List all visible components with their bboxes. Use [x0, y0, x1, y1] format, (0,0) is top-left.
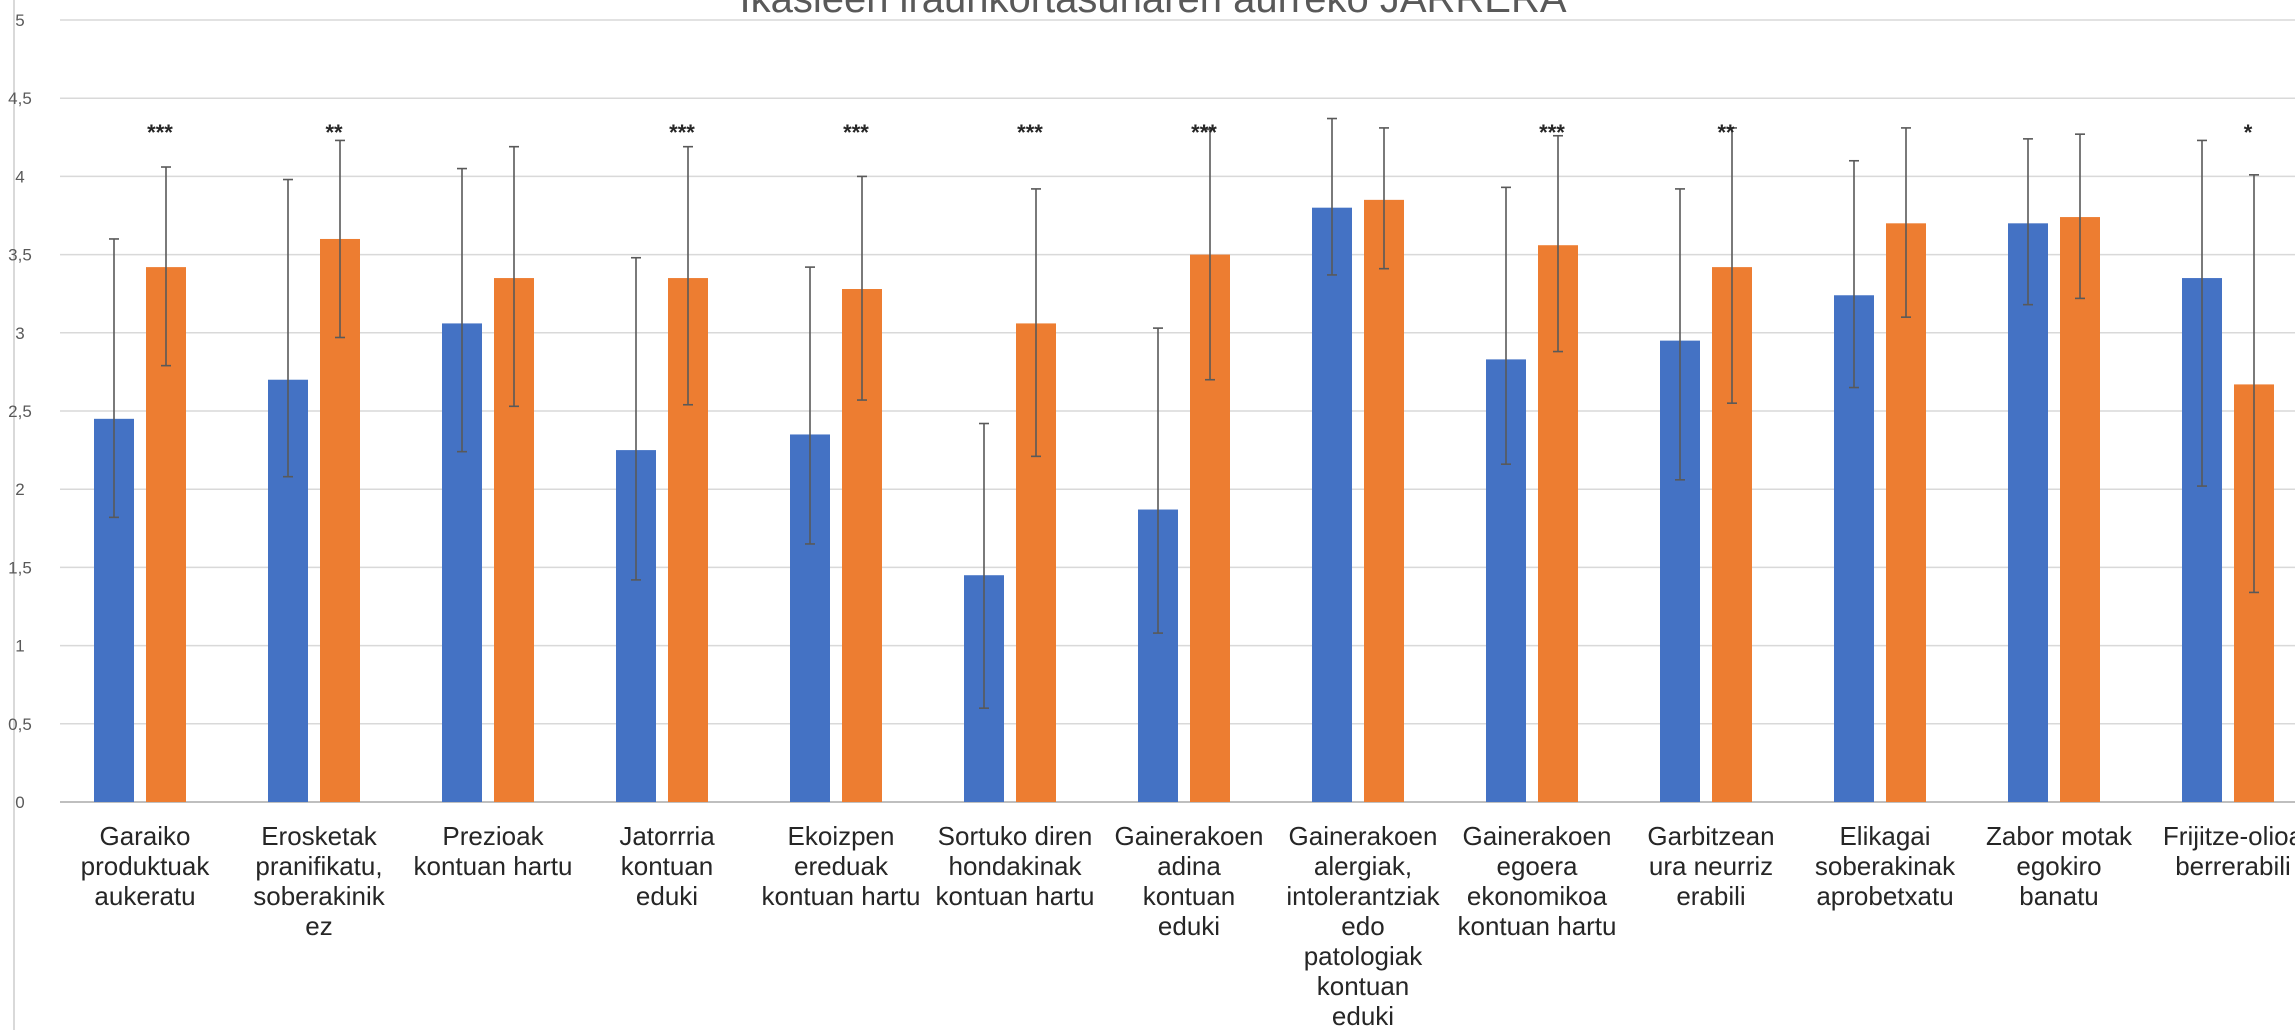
- significance-marker: **: [325, 120, 343, 145]
- x-tick-label-line: Prezioak: [442, 821, 544, 851]
- x-tick-label-line: Gainerakoen: [1115, 821, 1264, 851]
- significance-marker: ***: [1017, 120, 1043, 145]
- y-tick-label: 1,5: [8, 558, 32, 577]
- significance-marker: ***: [147, 120, 173, 145]
- x-tick-label-line: kontuan hartu: [1457, 911, 1616, 941]
- x-tick-label-line: Jatorrria: [619, 821, 715, 851]
- x-tick-label-line: kontuan: [621, 851, 714, 881]
- x-tick-label: Elikagai soberakinak aprobetxatu: [1815, 821, 1956, 911]
- x-tick-label-line: kontuan: [1317, 971, 1410, 1001]
- x-tick-label: Sortuko diren hondakinak kontuan hartu: [935, 821, 1094, 911]
- x-tick-label-line: alergiak,: [1314, 851, 1412, 881]
- significance-marker: ***: [1191, 120, 1217, 145]
- x-tick-label-line: eduki: [1332, 1001, 1394, 1030]
- x-tick-label-line: ura neurriz: [1649, 851, 1773, 881]
- y-tick-label: 0: [15, 793, 24, 812]
- bar-series-1: [1312, 207, 1352, 802]
- x-tick-label: Garaiko produktuak aukeratu: [81, 821, 211, 911]
- y-tick-label: 4: [15, 167, 24, 186]
- x-tick-label-line: egokiro: [2016, 851, 2101, 881]
- x-tick-label-line: berrerabili: [2175, 851, 2291, 881]
- x-tick-label: Gainerakoen adina kontuan eduki: [1115, 821, 1264, 941]
- x-tick-label-line: Garbitzean: [1647, 821, 1774, 851]
- x-tick-label-line: erabili: [1676, 881, 1745, 911]
- y-tick-label: 4,5: [8, 89, 32, 108]
- significance-marker: ***: [669, 120, 695, 145]
- significance-markers: *** ** *** *** *** *** *** ** *: [147, 120, 2253, 145]
- x-tick-label-line: eduki: [1158, 911, 1220, 941]
- x-tick-label-line: patologiak: [1304, 941, 1424, 971]
- x-tick-label-line: Erosketak: [261, 821, 378, 851]
- x-tick-label-line: Frijitze-olioa: [2163, 821, 2295, 851]
- x-tick-label-line: Zabor motak: [1986, 821, 2133, 851]
- chart-title: Ikasleen iraunkortasunaren aurreko JARRE…: [739, 0, 1566, 21]
- x-tick-label: Frijitze-olioa berrerabili: [2163, 821, 2295, 881]
- y-tick-label: 3: [15, 324, 24, 343]
- x-tick-label-line: Ekoizpen: [788, 821, 895, 851]
- y-axis-ticks: 0 0,5 1 1,5 2 2,5 3 3,5 4 4,5 5: [8, 11, 32, 812]
- significance-marker: ***: [843, 120, 869, 145]
- x-tick-label-line: intolerantziak: [1286, 881, 1440, 911]
- x-tick-label: Zabor motak egokiro banatu: [1986, 821, 2133, 911]
- error-bars: [109, 117, 2259, 709]
- x-tick-label-line: Gainerakoen: [1463, 821, 1612, 851]
- x-tick-label-line: kontuan hartu: [761, 881, 920, 911]
- x-axis-labels: Garaiko produktuak aukeratu Erosketak pranif…: [81, 821, 2295, 1030]
- x-tick-label-line: kontuan hartu: [935, 881, 1094, 911]
- x-tick-label-line: Garaiko: [99, 821, 190, 851]
- x-tick-label: Prezioak kontuan hartu: [413, 821, 572, 881]
- x-tick-label-line: adina: [1157, 851, 1221, 881]
- x-tick-label-line: aprobetxatu: [1816, 881, 1953, 911]
- x-tick-label-line: banatu: [2019, 881, 2099, 911]
- x-tick-label: Garbitzean ura neurriz erabili: [1647, 821, 1774, 911]
- x-tick-label-line: ez: [305, 911, 332, 941]
- x-tick-label-line: eduki: [636, 881, 698, 911]
- x-tick-label: Erosketak pranifikatu, soberakinik ez: [253, 821, 386, 941]
- x-tick-label-line: Sortuko diren: [938, 821, 1093, 851]
- x-tick-label-line: soberakinik: [253, 881, 386, 911]
- bar-series-2: [1364, 199, 1404, 803]
- y-tick-label: 3,5: [8, 246, 32, 265]
- x-tick-label-line: hondakinak: [949, 851, 1083, 881]
- x-tick-label-line: Elikagai: [1839, 821, 1930, 851]
- x-tick-label-line: produktuak: [81, 851, 211, 881]
- bar-series-2: [1886, 223, 1926, 802]
- x-tick-label-line: aukeratu: [94, 881, 195, 911]
- x-tick-label-line: pranifikatu,: [255, 851, 382, 881]
- x-tick-label-line: egoera: [1497, 851, 1578, 881]
- x-tick-label-line: kontuan hartu: [413, 851, 572, 881]
- x-tick-label-line: edo: [1341, 911, 1384, 941]
- x-tick-label-line: soberakinak: [1815, 851, 1956, 881]
- x-tick-label-line: kontuan: [1143, 881, 1236, 911]
- x-tick-label: Gainerakoen alergiak, intolerantziak edo pat…: [1286, 821, 1440, 1030]
- y-tick-label: 2: [15, 480, 24, 499]
- bar-series-1: [2008, 223, 2048, 802]
- x-tick-label-line: ereduak: [794, 851, 889, 881]
- x-tick-label: Jatorrria kontuan eduki: [619, 821, 715, 911]
- y-tick-label: 1: [15, 637, 24, 656]
- significance-marker: **: [1717, 120, 1735, 145]
- x-tick-label: Ekoizpen ereduak kontuan hartu: [761, 821, 920, 911]
- x-tick-label-line: ekonomikoa: [1467, 881, 1608, 911]
- bar-series-2: [2060, 217, 2100, 803]
- x-tick-label-line: Gainerakoen: [1289, 821, 1438, 851]
- x-tick-label: Gainerakoen egoera ekonomikoa kontuan hartu: [1457, 821, 1616, 941]
- y-tick-label: 5: [15, 11, 24, 30]
- significance-marker: ***: [1539, 120, 1565, 145]
- y-tick-label: 0,5: [8, 715, 32, 734]
- significance-marker: *: [2244, 120, 2253, 145]
- y-tick-label: 2,5: [8, 402, 32, 421]
